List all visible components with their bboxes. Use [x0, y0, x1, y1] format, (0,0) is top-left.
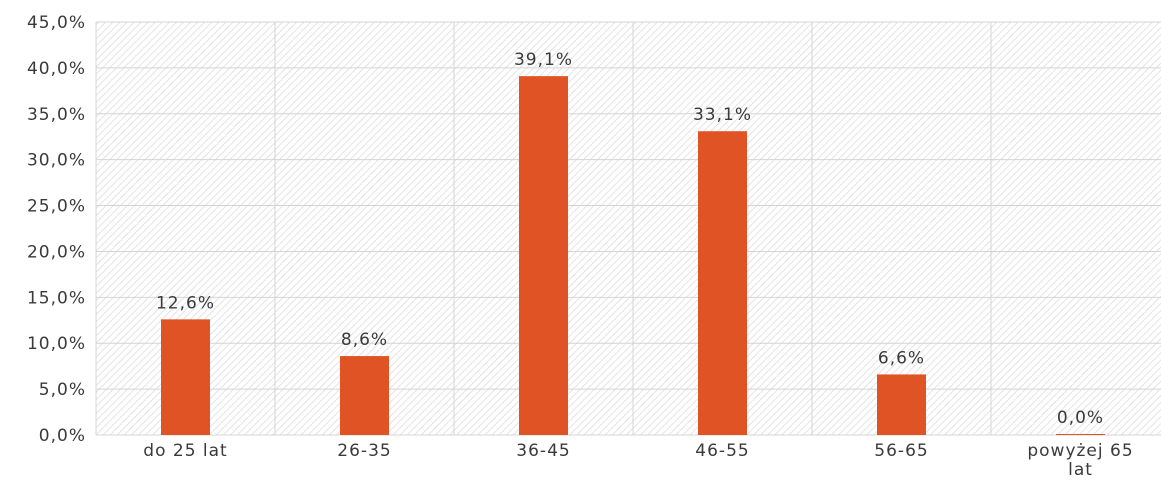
x-category-label: 56-65	[874, 441, 928, 461]
x-category-label: powyżej 65 lat	[1027, 441, 1133, 477]
y-tick-label: 5,0%	[39, 380, 86, 400]
gridlines	[95, 21, 1161, 436]
x-axis: do 25 lat 26-35 36-45 46-55 56-65 powyżej 65 l…	[143, 441, 1133, 480]
x-category-label-line: powyżej 65	[1027, 441, 1133, 461]
data-labels: 12,6% 8,6% 39,1% 33,1% 6,6% 0,0%	[156, 50, 1104, 428]
x-category-label-line: 26-35	[337, 441, 391, 461]
y-tick-label: 40,0%	[27, 59, 86, 79]
data-label: 39,1%	[514, 50, 573, 70]
y-tick-label: 30,0%	[27, 151, 86, 171]
x-category-label-line: do 25 lat	[143, 441, 227, 461]
data-label: 33,1%	[693, 105, 752, 125]
bars	[161, 76, 1105, 435]
bar-6	[1056, 434, 1105, 435]
y-tick-label: 45,0%	[27, 13, 86, 33]
y-tick-label: 10,0%	[27, 334, 86, 354]
x-category-label-line: lat	[1068, 460, 1093, 477]
data-label: 8,6%	[341, 330, 388, 350]
data-label: 6,6%	[878, 348, 925, 368]
y-tick-label: 0,0%	[39, 426, 86, 446]
bar-2	[340, 356, 389, 435]
x-category-label-line: 56-65	[874, 441, 928, 461]
y-tick-label: 15,0%	[27, 288, 86, 308]
x-category-label: 46-55	[695, 441, 749, 461]
data-label: 12,6%	[156, 293, 215, 313]
bar-1	[161, 319, 210, 435]
bar-5	[877, 374, 926, 435]
bar-4	[698, 131, 747, 435]
y-tick-label: 20,0%	[27, 242, 86, 262]
x-category-label-line: 46-55	[695, 441, 749, 461]
data-label: 0,0%	[1057, 408, 1104, 428]
x-category-label-line: 36-45	[516, 441, 570, 461]
bar-3	[519, 76, 568, 435]
y-tick-label: 35,0%	[27, 105, 86, 125]
x-category-label: 36-45	[516, 441, 570, 461]
x-category-label: do 25 lat	[143, 441, 227, 461]
y-axis: 0,0% 5,0% 10,0% 15,0% 20,0% 25,0% 30,0% 35,0% 40…	[27, 13, 86, 446]
plot-area	[96, 22, 1161, 435]
y-tick-label: 25,0%	[27, 197, 86, 217]
x-category-label: 26-35	[337, 441, 391, 461]
